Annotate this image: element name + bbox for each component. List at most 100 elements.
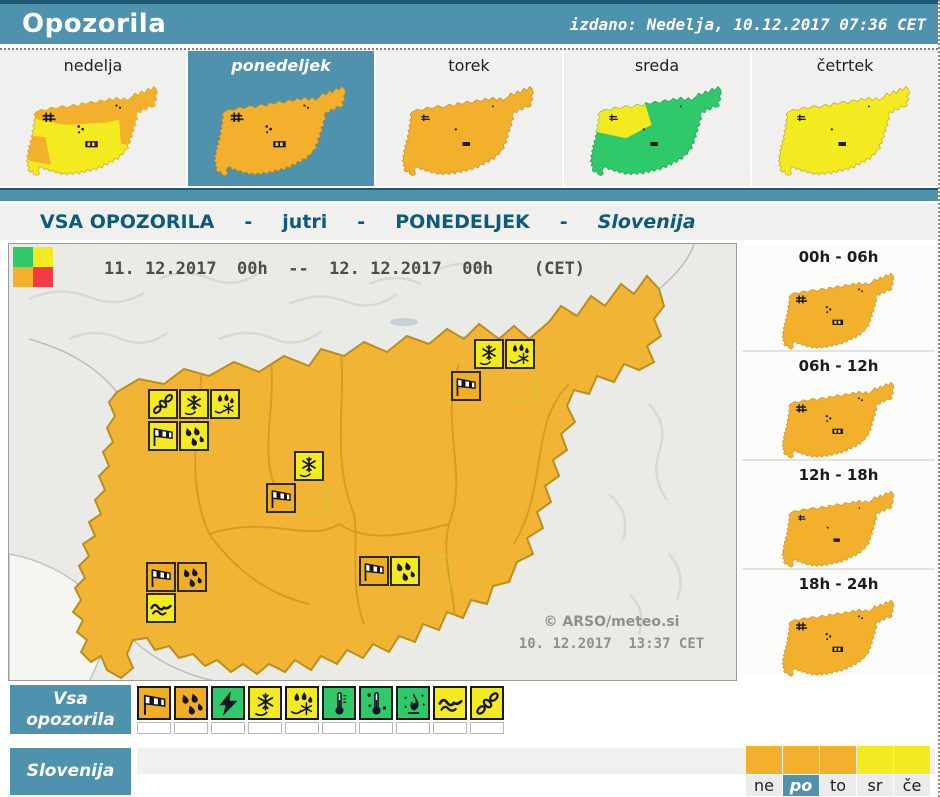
tab-nedelja[interactable]: nedelja xyxy=(0,51,186,186)
title-separator: - xyxy=(559,211,568,233)
warning-types-row: Vsa opozorila xyxy=(0,685,938,737)
warning-type-subcell xyxy=(211,722,245,734)
title-all-warnings: VSA OPOZORILA xyxy=(40,211,215,233)
day-square-ne xyxy=(746,746,782,774)
period-panel-00-06[interactable]: 00h - 06h xyxy=(742,243,935,352)
wind-warning-icon xyxy=(148,421,178,451)
alert-level-legend xyxy=(13,247,53,287)
sleet-warning-icon[interactable] xyxy=(285,686,319,720)
warning-type-subcell xyxy=(322,722,356,734)
warning-type-subcell xyxy=(248,722,282,734)
tab-label: četrtek xyxy=(816,56,874,75)
day-label-po[interactable]: po xyxy=(783,775,819,796)
day-tabs: nedelja ponedeljek xyxy=(0,51,938,186)
legend-red-square xyxy=(33,267,53,287)
heat-warning-icon[interactable] xyxy=(322,686,356,720)
sleet-warning-icon xyxy=(505,339,535,369)
warning-type-subcell xyxy=(137,722,171,734)
page-title: Opozorila xyxy=(22,9,167,39)
period-panel-06-12[interactable]: 06h - 12h xyxy=(742,352,935,461)
sea-warning-icon xyxy=(146,593,176,623)
tab-ponedeljek[interactable]: ponedeljek xyxy=(188,51,374,186)
tab-sreda[interactable]: sreda xyxy=(564,51,750,186)
empty-warning-slot xyxy=(505,371,535,401)
day-label-ne[interactable]: ne xyxy=(746,775,782,796)
title-separator: - xyxy=(244,211,253,233)
rain-warning-icon xyxy=(177,562,207,592)
slovenia-minimap-sreda xyxy=(576,78,738,178)
day-label-sr[interactable]: sr xyxy=(857,775,893,796)
fire-warning-icon[interactable] xyxy=(396,686,430,720)
warning-map-panel: 11. 12.2017 00h -- 12. 12.2017 00h (CET) xyxy=(8,243,737,681)
warning-type-subcell xyxy=(433,722,467,734)
wind-warning-icon[interactable] xyxy=(137,686,171,720)
tab-label: sreda xyxy=(634,56,680,75)
warning-type-subcell xyxy=(285,722,319,734)
day-label-to[interactable]: to xyxy=(820,775,856,796)
snow-warning-icon xyxy=(179,389,209,419)
day-square-po xyxy=(783,746,819,774)
ice-warning-icon xyxy=(148,389,178,419)
day-square-to xyxy=(820,746,856,774)
cold-warning-icon[interactable] xyxy=(359,686,393,720)
warning-type-subcell xyxy=(174,722,208,734)
slovenia-map-shape xyxy=(9,244,695,680)
thunderstorm-warning-icon[interactable] xyxy=(211,686,245,720)
period-label: 06h - 12h xyxy=(798,357,879,375)
title-separator: - xyxy=(357,211,366,233)
dotted-divider xyxy=(0,44,938,50)
selection-title-bar: VSA OPOZORILA - jutri - PONEDELJEK - Slo… xyxy=(0,204,938,240)
rain-warning-icon[interactable] xyxy=(174,686,208,720)
slovenia-minimap-ponedeljek xyxy=(200,78,362,178)
period-sidebar: 00h - 06h 06h - 12h 12h - 18h 18h - 24h xyxy=(742,243,935,681)
warning-type-strip xyxy=(137,686,507,734)
empty-warning-slot xyxy=(421,556,451,586)
region-row: Slovenija ne po to sr če xyxy=(0,746,938,796)
issued-timestamp: izdano: Nedelja, 10.12.2017 07:36 CET xyxy=(569,14,926,34)
ice-warning-icon[interactable] xyxy=(470,686,504,720)
legend-yellow-square xyxy=(33,247,53,267)
title-day-name: PONEDELJEK xyxy=(395,211,530,233)
validity-period: 11. 12.2017 00h -- 12. 12.2017 00h (CET) xyxy=(104,259,586,279)
tab-label: nedelja xyxy=(63,56,123,75)
empty-warning-slot xyxy=(297,483,327,513)
rain-warning-icon xyxy=(390,556,420,586)
legend-orange-square xyxy=(13,267,33,287)
title-day-relative: jutri xyxy=(282,211,328,233)
period-panel-12-18[interactable]: 12h - 18h xyxy=(742,461,935,570)
wind-warning-icon xyxy=(359,556,389,586)
main-content: 11. 12.2017 00h -- 12. 12.2017 00h (CET) xyxy=(0,243,938,681)
period-label: 00h - 06h xyxy=(798,248,879,266)
wind-warning-icon xyxy=(451,371,481,401)
sea-warning-icon[interactable] xyxy=(433,686,467,720)
tab-label: torek xyxy=(448,56,490,75)
wind-warning-icon xyxy=(146,562,176,592)
map-timestamp: 10. 12.2017 13:37 CET xyxy=(518,636,705,652)
snow-warning-icon[interactable] xyxy=(248,686,282,720)
wind-warning-icon xyxy=(266,483,296,513)
period-panel-18-24[interactable]: 18h - 24h xyxy=(742,570,935,677)
warning-type-subcell xyxy=(470,722,504,734)
day-label-ce[interactable]: če xyxy=(894,775,930,796)
teal-divider-bar xyxy=(0,188,938,201)
tab-cetrtek[interactable]: četrtek xyxy=(752,51,938,186)
title-region: Slovenija xyxy=(597,211,696,233)
tab-torek[interactable]: torek xyxy=(376,51,562,186)
warning-type-subcell xyxy=(396,722,430,734)
snow-warning-icon xyxy=(294,451,324,481)
snow-warning-icon xyxy=(474,339,504,369)
tab-label: ponedeljek xyxy=(231,56,331,75)
legend-green-square xyxy=(13,247,33,267)
day-labels: ne po to sr če xyxy=(746,775,931,796)
region-slovenija-button[interactable]: Slovenija xyxy=(10,748,131,795)
day-square-sr xyxy=(857,746,893,774)
all-warnings-button[interactable]: Vsa opozorila xyxy=(10,685,131,734)
map-credit: © ARSO/meteo.si xyxy=(543,614,680,630)
day-square-ce xyxy=(894,746,930,774)
slovenia-minimap-torek xyxy=(388,78,550,178)
day-level-squares xyxy=(746,746,931,774)
period-label: 12h - 18h xyxy=(798,466,879,484)
slovenia-minimap-cetrtek xyxy=(764,78,926,178)
rain-warning-icon xyxy=(179,421,209,451)
